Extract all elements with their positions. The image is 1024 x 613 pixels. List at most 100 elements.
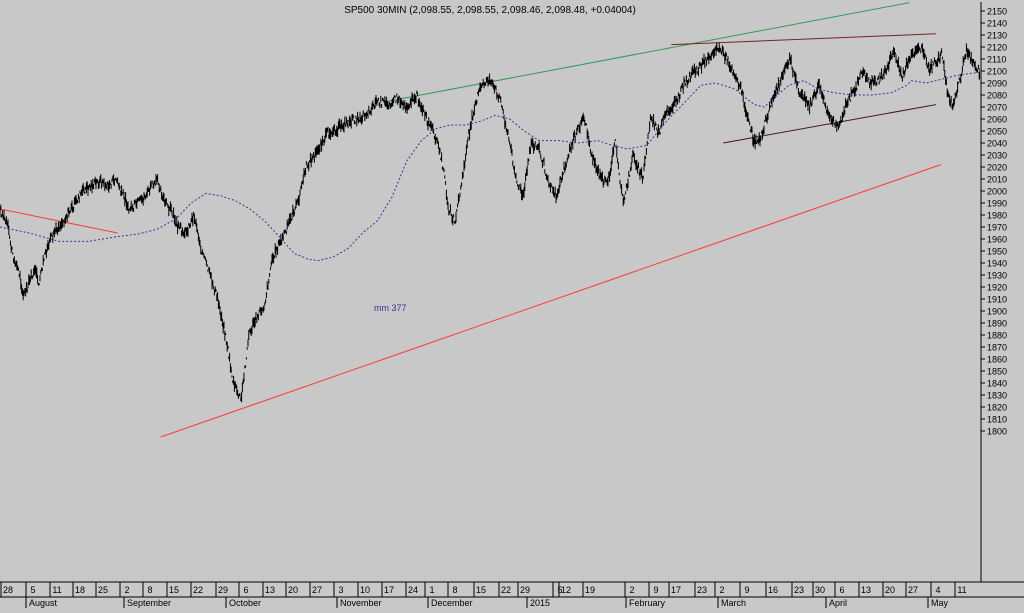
x-tick-label: 9 [744, 585, 749, 595]
y-tick-label: 1920 [987, 283, 1007, 293]
y-axis: 2150 2140 2130 2120 2110 2100 2090 2080 2070 2060… [980, 2, 1007, 582]
y-tick-label: 2070 [987, 103, 1007, 113]
x-tick-label: 23 [794, 585, 804, 595]
y-tick-label: 2060 [987, 115, 1007, 125]
trendline-3 [723, 104, 936, 144]
x-tick-label: 27 [908, 585, 918, 595]
y-tick-label: 1810 [987, 415, 1007, 425]
y-tick-label: 1890 [987, 319, 1007, 329]
month-label: November [340, 598, 382, 608]
y-tick-label: 2130 [987, 31, 1007, 41]
y-tick-label: 2030 [987, 151, 1007, 161]
y-tick-label: 2110 [987, 55, 1006, 65]
y-tick-label: 2020 [987, 163, 1007, 173]
x-tick-label: 11 [957, 585, 966, 595]
x-tick-label: 18 [75, 585, 85, 595]
x-tick-label: 3 [338, 585, 343, 595]
y-tick-label: 2150 [987, 7, 1007, 17]
y-tick-label: 1850 [987, 367, 1007, 377]
y-tick-label: 1880 [987, 331, 1007, 341]
y-tick-label: 1900 [987, 307, 1007, 317]
x-tick-label: 17 [384, 585, 394, 595]
x-tick-label: 29 [218, 585, 228, 595]
x-tick-label: 19 [585, 585, 595, 595]
x-tick-label: 30 [815, 585, 825, 595]
x-tick-label: 24 [408, 585, 418, 595]
month-label: February [629, 598, 666, 608]
y-tick-label: 1950 [987, 247, 1007, 257]
x-tick-label: 29 [520, 585, 530, 595]
month-label: May [931, 598, 949, 608]
y-tick-label: 2090 [987, 79, 1007, 89]
price-series [0, 42, 980, 403]
y-tick-label: 2050 [987, 127, 1007, 137]
x-tick-label: 28 [3, 585, 13, 595]
x-tick-label: 23 [697, 585, 707, 595]
x-tick-label: 17 [671, 585, 681, 595]
y-tick-label: 1840 [987, 379, 1007, 389]
month-label: August [29, 598, 58, 608]
chart-title: SP500 30MIN (2,098.55, 2,098.55, 2,098.4… [344, 5, 636, 16]
trendline-5 [0, 208, 118, 234]
y-tick-label: 1960 [987, 235, 1007, 245]
x-axis: 28 5 11 18 25 2 8 15 22 29 6 13 20 27 3 10 17 24 1 8 15 22 29 5… [0, 581, 1024, 608]
y-tick-label: 1970 [987, 223, 1007, 233]
x-tick-label: 2 [629, 585, 634, 595]
y-tick-label: 1990 [987, 199, 1007, 209]
y-tick-label: 2080 [987, 91, 1007, 101]
x-tick-label: 13 [265, 585, 275, 595]
y-tick-label: 1860 [987, 355, 1007, 365]
moving-average-label: mm 377 [374, 303, 407, 313]
x-tick-label: 2 [124, 585, 129, 595]
x-tick-label: 20 [885, 585, 895, 595]
x-tick-label: 6 [243, 585, 248, 595]
x-tick-label: 8 [452, 585, 457, 595]
month-label: December [431, 598, 473, 608]
month-label: October [229, 598, 261, 608]
x-tick-label: 9 [653, 585, 658, 595]
x-tick-label: 8 [147, 585, 152, 595]
price-bars [0, 42, 980, 403]
y-tick-label: 1930 [987, 271, 1007, 281]
y-tick-label: 1830 [987, 391, 1007, 401]
x-tick-label: 4 [935, 585, 940, 595]
y-tick-label: 2010 [987, 175, 1007, 185]
y-tick-label: 2140 [987, 19, 1007, 29]
y-tick-label: 1940 [987, 259, 1007, 269]
plot-area [0, 2, 980, 438]
trendline-2 [671, 33, 936, 46]
x-tick-label: 13 [861, 585, 871, 595]
x-tick-label: 27 [312, 585, 322, 595]
x-tick-label: 10 [360, 585, 370, 595]
y-tick-label: 1870 [987, 343, 1007, 353]
x-tick-label: 15 [169, 585, 179, 595]
y-tick-label: 1800 [987, 427, 1007, 437]
trendline-1 [388, 2, 910, 102]
y-tick-label: 1980 [987, 211, 1007, 221]
y-tick-label: 2100 [987, 67, 1007, 77]
x-tick-label: 20 [288, 585, 298, 595]
y-tick-label: 1910 [987, 295, 1007, 305]
x-tick-label: 6 [839, 585, 844, 595]
x-tick-label: 22 [193, 585, 203, 595]
month-label: April [829, 598, 847, 608]
x-tick-label: 5 [30, 585, 35, 595]
x-tick-label: 1 [429, 585, 434, 595]
x-tick-label: 5 [557, 585, 562, 595]
x-tick-label: 25 [98, 585, 108, 595]
month-label: 2015 [530, 598, 550, 608]
moving-average-line [0, 71, 980, 262]
x-tick-label: 16 [768, 585, 778, 595]
month-label: September [127, 598, 171, 608]
x-tick-label: 22 [501, 585, 511, 595]
y-tick-label: 1820 [987, 403, 1007, 413]
x-tick-label: 2 [719, 585, 724, 595]
y-tick-label: 2120 [987, 43, 1007, 53]
month-label: March [721, 598, 746, 608]
x-tick-label: 12 [561, 585, 571, 595]
x-tick-label: 11 [52, 585, 61, 595]
y-tick-label: 2000 [987, 187, 1007, 197]
x-tick-label: 15 [476, 585, 486, 595]
